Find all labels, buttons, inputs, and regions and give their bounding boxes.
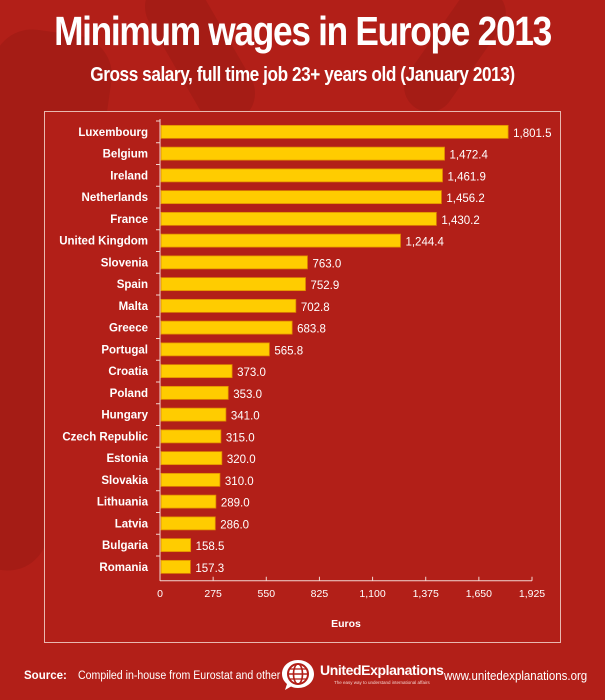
bar	[160, 146, 445, 161]
value-label: 1,461.9	[448, 171, 486, 183]
category-label: Estonia	[106, 453, 148, 465]
x-tick-label: 275	[204, 588, 222, 600]
category-label: Spain	[117, 279, 148, 291]
bar	[160, 451, 223, 466]
value-label: 373.0	[237, 367, 266, 379]
category-label: Latvia	[115, 518, 149, 530]
value-label: 683.8	[297, 324, 326, 336]
category-label: Belgium	[103, 149, 148, 161]
value-label: 1,472.4	[450, 150, 489, 162]
value-label: 310.0	[225, 476, 254, 488]
bar	[160, 472, 221, 487]
bar	[160, 364, 233, 379]
value-label: 1,456.2	[446, 193, 484, 205]
x-tick-label: 1,925	[519, 588, 545, 600]
bar	[160, 298, 297, 313]
x-tick-label: 825	[311, 588, 329, 600]
bar	[160, 320, 293, 335]
value-label: 1,244.4	[405, 237, 444, 249]
value-label: 1,801.5	[513, 128, 551, 140]
category-label: Croatia	[108, 366, 148, 378]
category-label: Poland	[110, 388, 148, 400]
category-label: Romania	[99, 562, 148, 574]
category-label: Bulgaria	[102, 540, 149, 552]
bar	[160, 124, 509, 139]
bar	[160, 429, 222, 444]
value-label: 158.5	[196, 541, 225, 553]
category-label: Hungary	[101, 410, 148, 422]
bar	[160, 168, 443, 183]
value-label: 157.3	[195, 563, 224, 575]
united-explanations-logo[interactable]: UnitedExplanations The easy way to under…	[280, 658, 444, 692]
bar	[160, 559, 191, 574]
bar	[160, 211, 437, 226]
category-label: Lithuania	[97, 497, 149, 509]
source-text: Compiled in-house from Eurostat and othe…	[78, 670, 304, 682]
chart-subtitle: Gross salary, full time job 23+ years ol…	[90, 64, 515, 86]
x-tick-label: 1,650	[466, 588, 492, 600]
value-label: 702.8	[301, 302, 330, 314]
x-tick-label: 550	[258, 588, 276, 600]
category-label: Netherlands	[82, 192, 148, 204]
bar	[160, 516, 216, 531]
value-label: 1,430.2	[441, 215, 479, 227]
value-label: 752.9	[310, 280, 339, 292]
chart-panel: Luxembourg Belgium Ireland Netherlands Franc…	[44, 111, 561, 643]
x-tick-label: 0	[157, 588, 163, 600]
bar-chart: Luxembourg Belgium Ireland Netherlands Franc…	[59, 119, 552, 630]
category-label: Malta	[119, 301, 149, 313]
website-link[interactable]: www.unitedexplanations.org	[444, 669, 588, 683]
category-label: Slovenia	[101, 257, 149, 269]
category-label: France	[110, 214, 148, 226]
bar	[160, 277, 306, 292]
x-axis-label: Euros	[331, 618, 361, 630]
category-label: Portugal	[101, 344, 148, 356]
source-label: Source:	[24, 670, 67, 682]
bar	[160, 190, 442, 205]
category-label: Czech Republic	[62, 431, 148, 443]
x-tick-label: 1,100	[359, 588, 385, 600]
logo-tagline: The easy way to understand international…	[334, 680, 430, 685]
bar	[160, 385, 229, 400]
category-label: Greece	[109, 323, 148, 335]
bar	[160, 407, 227, 422]
category-label: Ireland	[110, 170, 148, 182]
globe-speech-bubble-icon	[282, 660, 314, 690]
value-label: 565.8	[274, 345, 303, 357]
bar	[160, 494, 217, 509]
category-label: Luxembourg	[78, 127, 148, 139]
category-label: Slovakia	[101, 475, 148, 487]
footer: Source: Compiled in-house from Eurostat …	[0, 655, 605, 695]
value-label: 289.0	[221, 498, 250, 510]
x-tick-label: 1,375	[413, 588, 439, 600]
chart-title: Minimum wages in Europe 2013	[54, 8, 552, 54]
value-label: 341.0	[231, 411, 260, 423]
category-label: United Kingdom	[59, 236, 148, 248]
bar	[160, 233, 401, 248]
bar	[160, 255, 308, 270]
value-label: 353.0	[233, 389, 262, 401]
bar	[160, 538, 192, 553]
logo-name: UnitedExplanations	[320, 662, 444, 678]
value-label: 320.0	[227, 454, 256, 466]
value-label: 286.0	[220, 519, 249, 531]
value-label: 763.0	[312, 258, 341, 270]
bar	[160, 342, 270, 357]
value-label: 315.0	[226, 432, 255, 444]
